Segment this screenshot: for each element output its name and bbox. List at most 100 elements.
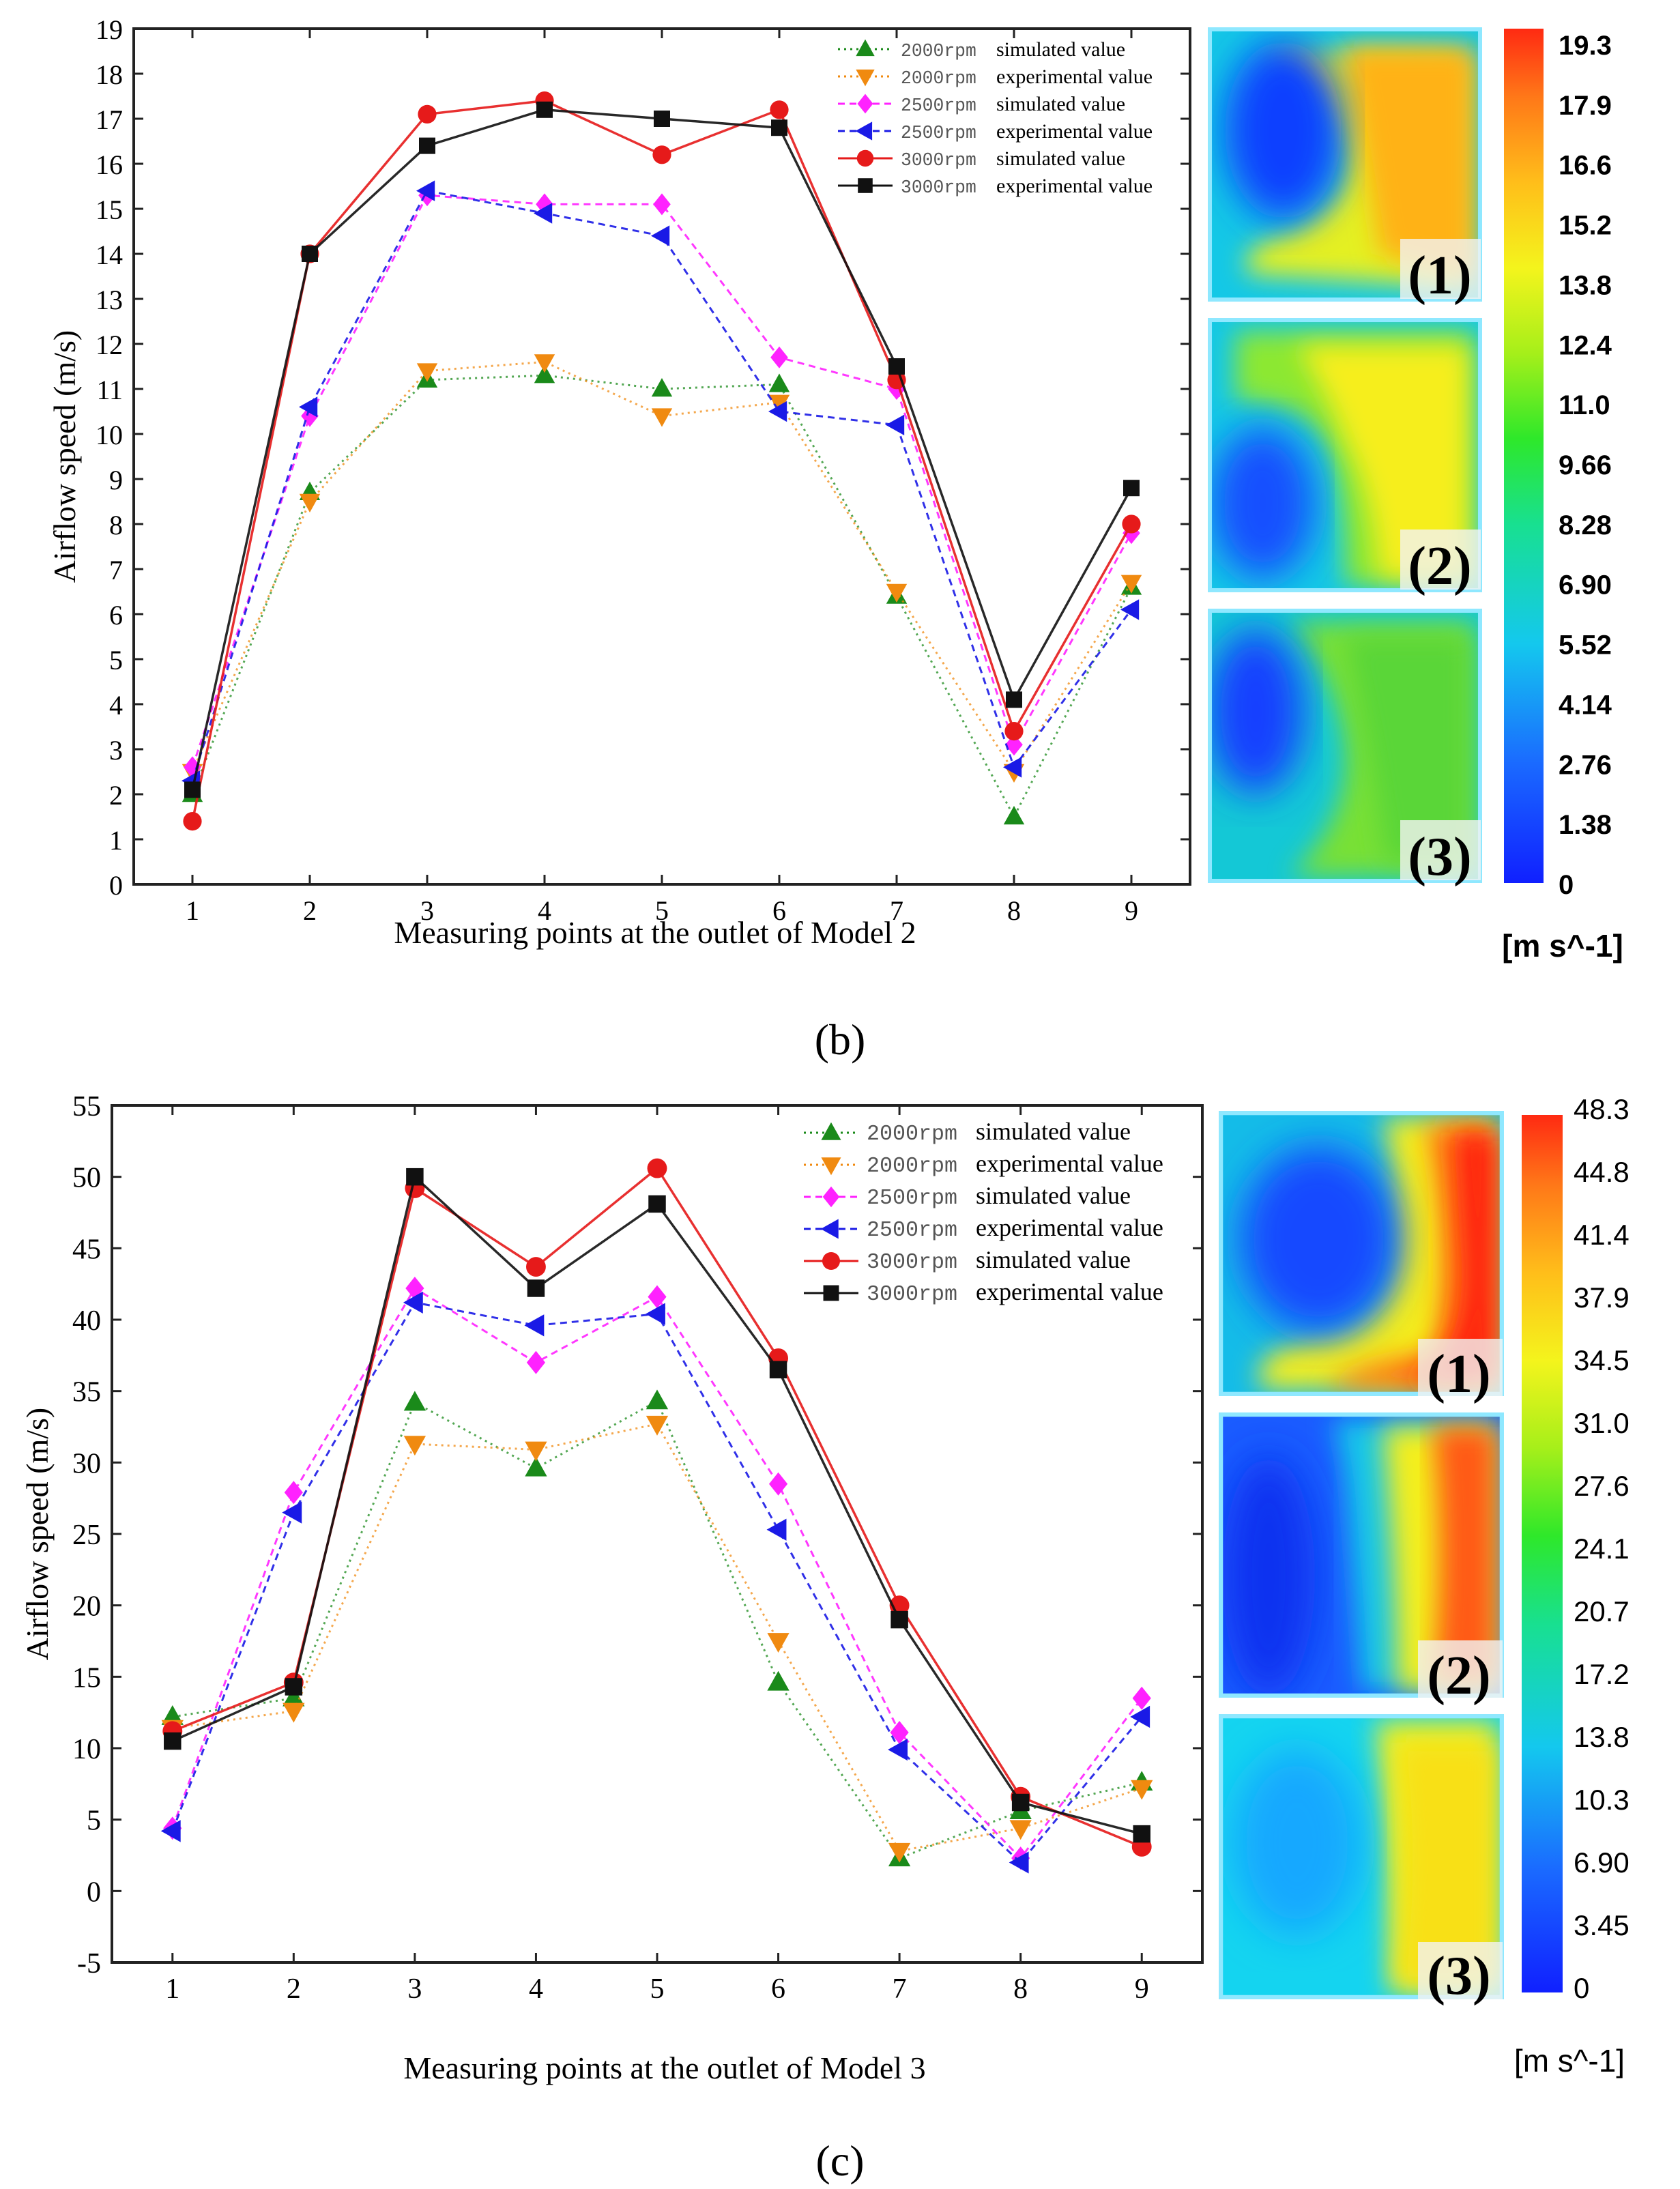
data-point xyxy=(160,1820,181,1842)
series-5 xyxy=(184,101,1140,798)
y-tick-label: 17 xyxy=(96,104,123,135)
data-point xyxy=(1120,575,1142,594)
legend-desc: simulated value xyxy=(996,38,1125,61)
x-tick-label: 3 xyxy=(407,1973,422,2005)
data-point xyxy=(766,1518,787,1541)
contour-label: (3) xyxy=(1408,827,1471,887)
data-point xyxy=(418,104,437,124)
data-point xyxy=(1133,1825,1150,1843)
colorbar-tick-label: 16.6 xyxy=(1559,151,1612,181)
data-point xyxy=(536,193,553,216)
y-tick-label: 15 xyxy=(72,1662,101,1694)
legend-rpm: 3000rpm xyxy=(901,150,976,171)
data-point xyxy=(654,111,670,127)
y-tick-label: 8 xyxy=(109,510,123,540)
data-point xyxy=(770,346,788,368)
legend-rpm: 2500rpm xyxy=(867,1186,957,1211)
colorbar-tick-label: 13.8 xyxy=(1559,270,1612,300)
legend-marker xyxy=(822,1251,841,1271)
legend-marker xyxy=(856,69,875,87)
data-point xyxy=(646,1303,665,1325)
y-tick-label: 40 xyxy=(72,1305,101,1337)
colorbar-tick-label: 8.28 xyxy=(1559,510,1612,540)
contour-label: (1) xyxy=(1427,1344,1490,1404)
y-tick-label: 0 xyxy=(87,1876,101,1908)
x-tick-label: 2 xyxy=(287,1973,301,2005)
colorbar-tick-label: 6.90 xyxy=(1559,570,1612,600)
data-point xyxy=(768,401,787,422)
x-tick-label: 5 xyxy=(655,895,669,926)
y-tick-label: 18 xyxy=(96,59,123,90)
data-point xyxy=(771,119,787,136)
colorbar-unit: [m s^-1] xyxy=(1514,2043,1625,2078)
legend-entry: 3000rpm simulated value xyxy=(838,147,1125,171)
data-point xyxy=(1009,1820,1032,1840)
legend-marker xyxy=(821,1122,841,1140)
colorbar-tick-label: 15.2 xyxy=(1559,211,1612,241)
y-tick-label: 10 xyxy=(72,1734,101,1765)
data-point xyxy=(283,1702,305,1723)
data-point xyxy=(1003,806,1025,825)
legend-entry: 2000rpm experimental value xyxy=(804,1150,1163,1178)
panel-label: (c) xyxy=(815,2136,864,2185)
data-point xyxy=(767,1633,790,1653)
data-point xyxy=(1123,480,1140,497)
data-point xyxy=(536,101,553,118)
contour-map-2: (2) xyxy=(1219,1412,1504,1706)
legend-marker xyxy=(822,1186,840,1208)
data-point xyxy=(416,180,435,201)
legend-rpm: 3000rpm xyxy=(901,177,976,198)
series-line xyxy=(191,374,1133,820)
data-point xyxy=(164,1732,182,1750)
y-tick-label: 4 xyxy=(109,690,123,721)
legend-desc: simulated value xyxy=(976,1246,1131,1273)
data-point xyxy=(525,1441,547,1462)
y-axis-label: Airflow speed (m/s) xyxy=(20,1408,55,1660)
contour-map-1: (1) xyxy=(1208,27,1482,306)
colorbar-tick-label: 17.9 xyxy=(1559,91,1612,121)
x-tick-label: 8 xyxy=(1013,1973,1028,2005)
legend-rpm: 3000rpm xyxy=(867,1250,957,1275)
legend-rpm: 3000rpm xyxy=(867,1282,957,1307)
legend-entry: 2000rpm simulated value xyxy=(838,38,1125,61)
colorbar-tick-label: 24.1 xyxy=(1574,1533,1630,1565)
legend-desc: experimental value xyxy=(976,1278,1163,1305)
data-point xyxy=(648,1195,666,1213)
data-point xyxy=(887,371,906,390)
y-tick-label: -5 xyxy=(77,1948,101,1980)
legend-marker xyxy=(857,93,873,114)
data-point xyxy=(888,1842,911,1863)
y-tick-label: 50 xyxy=(72,1163,101,1194)
colorbar-tick-label: 19.3 xyxy=(1559,31,1612,61)
data-point xyxy=(1130,1705,1150,1728)
data-point xyxy=(888,1738,908,1761)
colorbar-tick-label: 4.14 xyxy=(1559,690,1612,720)
legend-entry: 2500rpm experimental value xyxy=(838,120,1153,143)
colorbar-tick-label: 1.38 xyxy=(1559,810,1612,840)
legend-desc: experimental value xyxy=(996,175,1153,197)
data-point xyxy=(651,408,673,427)
data-point xyxy=(183,812,202,831)
x-tick-label: 1 xyxy=(165,1973,179,2005)
x-tick-label: 6 xyxy=(772,895,786,926)
legend-entry: 2000rpm experimental value xyxy=(838,66,1153,89)
colorbar-tick-label: 34.5 xyxy=(1574,1344,1630,1376)
data-point xyxy=(525,1456,547,1477)
data-point xyxy=(890,1610,908,1629)
contour-map-3: (3) xyxy=(1219,1714,1504,2006)
data-point xyxy=(769,1361,787,1379)
data-point xyxy=(1006,691,1022,708)
data-point xyxy=(648,1285,667,1309)
legend-desc: experimental value xyxy=(976,1150,1163,1177)
x-tick-label: 5 xyxy=(650,1973,665,2005)
data-point xyxy=(403,1391,426,1411)
y-tick-label: 13 xyxy=(96,285,123,315)
data-point xyxy=(403,1291,423,1314)
legend-desc: simulated value xyxy=(976,1118,1131,1145)
contour-map-3: (3) xyxy=(1208,609,1482,887)
data-point xyxy=(768,373,790,392)
data-point xyxy=(285,1678,303,1696)
data-point xyxy=(1120,599,1140,620)
